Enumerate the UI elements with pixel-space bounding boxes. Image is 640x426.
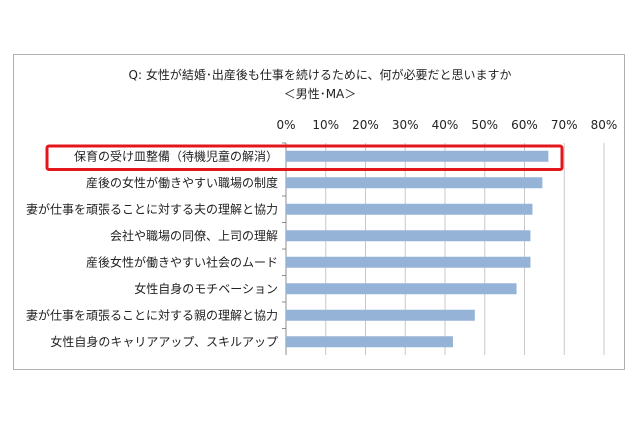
category-label: 会社や職場の同僚、上司の理解 (110, 228, 278, 243)
bar (286, 177, 543, 189)
bar (286, 283, 517, 295)
bar (286, 309, 475, 321)
highlight-box (45, 144, 564, 171)
x-tick-label: 60% (511, 118, 538, 132)
category-label: 妻が仕事を頑張ることに対する夫の理解と協力 (26, 201, 278, 216)
category-label: 保育の受け皿整備（待機児童の解消） (74, 148, 278, 163)
x-tick-label: 30% (392, 118, 419, 132)
bar (286, 230, 531, 242)
bar (286, 336, 453, 348)
category-label: 産後の女性が働きやすい職場の制度 (86, 175, 278, 190)
category-label: 女性自身のキャリアアップ、スキルアップ (50, 334, 278, 349)
x-tick-label: 50% (471, 118, 498, 132)
x-tick-label: 80% (591, 118, 618, 132)
x-tick-label: 0% (276, 118, 295, 132)
bar (286, 150, 549, 162)
x-tick-label: 10% (312, 118, 339, 132)
x-tick-label: 40% (432, 118, 459, 132)
bar (286, 256, 531, 268)
x-tick-label: 70% (551, 118, 578, 132)
category-label: 妻が仕事を頑張ることに対する親の理解と協力 (26, 307, 278, 322)
chart-subtitle: ＜男性･MA＞ (283, 87, 357, 101)
bar (286, 203, 533, 215)
x-tick-label: 20% (352, 118, 379, 132)
chart-title: Q: 女性が結婚･出産後も仕事を続けるために、何が必要だと思いますか (128, 68, 512, 82)
category-label: 女性自身のモチベーション (134, 281, 278, 296)
category-label: 産後女性が働きやすい社会のムード (86, 254, 278, 269)
